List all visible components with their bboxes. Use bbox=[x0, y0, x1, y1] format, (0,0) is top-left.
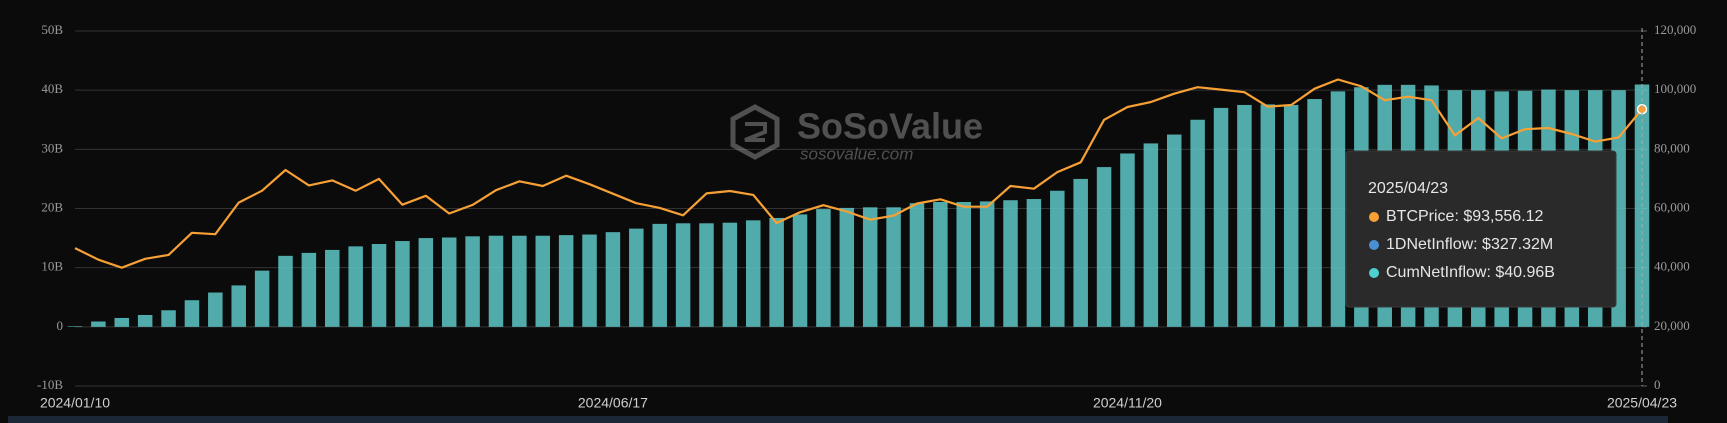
tooltip-item: 1DNetInflow: $327.32M bbox=[1386, 236, 1553, 253]
bar bbox=[254, 270, 270, 327]
y2-tick-label: 40,000 bbox=[1654, 259, 1690, 274]
bar bbox=[722, 222, 738, 327]
bar bbox=[465, 236, 480, 327]
bar bbox=[371, 244, 387, 327]
bar bbox=[1330, 91, 1346, 327]
tooltip-dot bbox=[1369, 268, 1379, 278]
y-tick-label: 30B bbox=[41, 140, 63, 155]
bar bbox=[301, 252, 317, 327]
tooltip-box bbox=[1345, 150, 1617, 308]
bar bbox=[231, 285, 246, 327]
bar bbox=[91, 321, 106, 327]
y2-tick-label: 0 bbox=[1654, 377, 1661, 392]
bar bbox=[1073, 178, 1088, 327]
y-tick-label: 20B bbox=[41, 199, 63, 214]
x-tick-label: 2024/01/10 bbox=[40, 395, 110, 411]
bar bbox=[1260, 104, 1276, 327]
bar bbox=[1026, 199, 1042, 327]
watermark-title: SoSoValue bbox=[797, 106, 983, 147]
y2-tick-label: 20,000 bbox=[1654, 318, 1690, 333]
y-tick-label: -10B bbox=[37, 377, 63, 392]
bar bbox=[161, 310, 176, 327]
tooltip: 2025/04/23 BTCPrice: $93,556.12 1DNetInfl… bbox=[1345, 150, 1617, 308]
bar bbox=[652, 223, 667, 327]
bar bbox=[1120, 153, 1135, 327]
x-tick-label: 2025/04/23 bbox=[1607, 395, 1677, 411]
y-tick-label: 0 bbox=[57, 318, 64, 333]
y-tick-label: 50B bbox=[41, 22, 63, 37]
bar bbox=[418, 238, 434, 327]
bar bbox=[1237, 104, 1252, 327]
bar bbox=[488, 235, 504, 327]
y-tick-label: 40B bbox=[41, 81, 63, 96]
bar bbox=[67, 326, 83, 327]
x-tick-label: 2024/11/20 bbox=[1093, 395, 1162, 411]
bar bbox=[278, 255, 293, 327]
bar bbox=[348, 246, 363, 327]
bar bbox=[1283, 104, 1299, 327]
bar bbox=[512, 235, 527, 327]
bar bbox=[1166, 134, 1182, 327]
bar bbox=[979, 201, 995, 327]
bar bbox=[1190, 119, 1205, 327]
watermark: SoSoValue sosovalue.com bbox=[730, 104, 983, 163]
bar bbox=[886, 207, 901, 327]
price-line bbox=[74, 78, 1643, 269]
bar bbox=[558, 235, 574, 327]
bar bbox=[699, 223, 714, 327]
bar bbox=[956, 201, 971, 327]
bar bbox=[933, 201, 948, 327]
tooltip-title: 2025/04/23 bbox=[1368, 180, 1448, 197]
bar bbox=[395, 241, 410, 327]
bar bbox=[1143, 143, 1159, 327]
bar bbox=[1096, 167, 1112, 327]
bar bbox=[862, 207, 878, 327]
bar bbox=[746, 220, 761, 327]
bar bbox=[1003, 200, 1018, 327]
bar bbox=[184, 300, 200, 327]
bar bbox=[1307, 99, 1322, 327]
x-tick-label: 2024/06/17 bbox=[578, 395, 648, 411]
bar bbox=[1050, 190, 1065, 327]
bar bbox=[605, 232, 621, 327]
bar bbox=[582, 234, 597, 327]
y2-tick-label: 120,000 bbox=[1654, 22, 1696, 37]
tooltip-dot bbox=[1369, 240, 1379, 250]
bar bbox=[137, 315, 153, 327]
y-tick-label: 10B bbox=[41, 259, 63, 274]
bar bbox=[769, 217, 784, 327]
bar bbox=[909, 203, 925, 327]
y2-tick-label: 100,000 bbox=[1654, 81, 1696, 96]
bar bbox=[325, 249, 340, 327]
bar bbox=[208, 292, 223, 327]
bar bbox=[816, 209, 831, 327]
watermark-logo bbox=[730, 104, 780, 160]
bar bbox=[535, 235, 551, 327]
y2-tick-label: 60,000 bbox=[1654, 199, 1690, 214]
scroller bbox=[8, 416, 1668, 423]
bar bbox=[114, 317, 130, 327]
bar bbox=[441, 237, 457, 327]
bar bbox=[629, 228, 644, 327]
bar bbox=[675, 223, 691, 327]
watermark-subtitle: sosovalue.com bbox=[800, 144, 913, 163]
labels: -10B 0 10B 20B 30B 40B 50B 0 20,000 40,000 60,000 8… bbox=[37, 22, 1696, 411]
tooltip-item: BTCPrice: $93,556.12 bbox=[1386, 208, 1544, 225]
lines bbox=[74, 78, 1648, 269]
tooltip-dot bbox=[1369, 212, 1379, 222]
watermark-logo bbox=[744, 122, 767, 142]
bar bbox=[792, 214, 808, 327]
tooltip-item: CumNetInflow: $40.96B bbox=[1386, 264, 1555, 281]
y2-tick-label: 80,000 bbox=[1654, 140, 1690, 155]
bar bbox=[1213, 107, 1229, 327]
bar bbox=[839, 207, 855, 327]
